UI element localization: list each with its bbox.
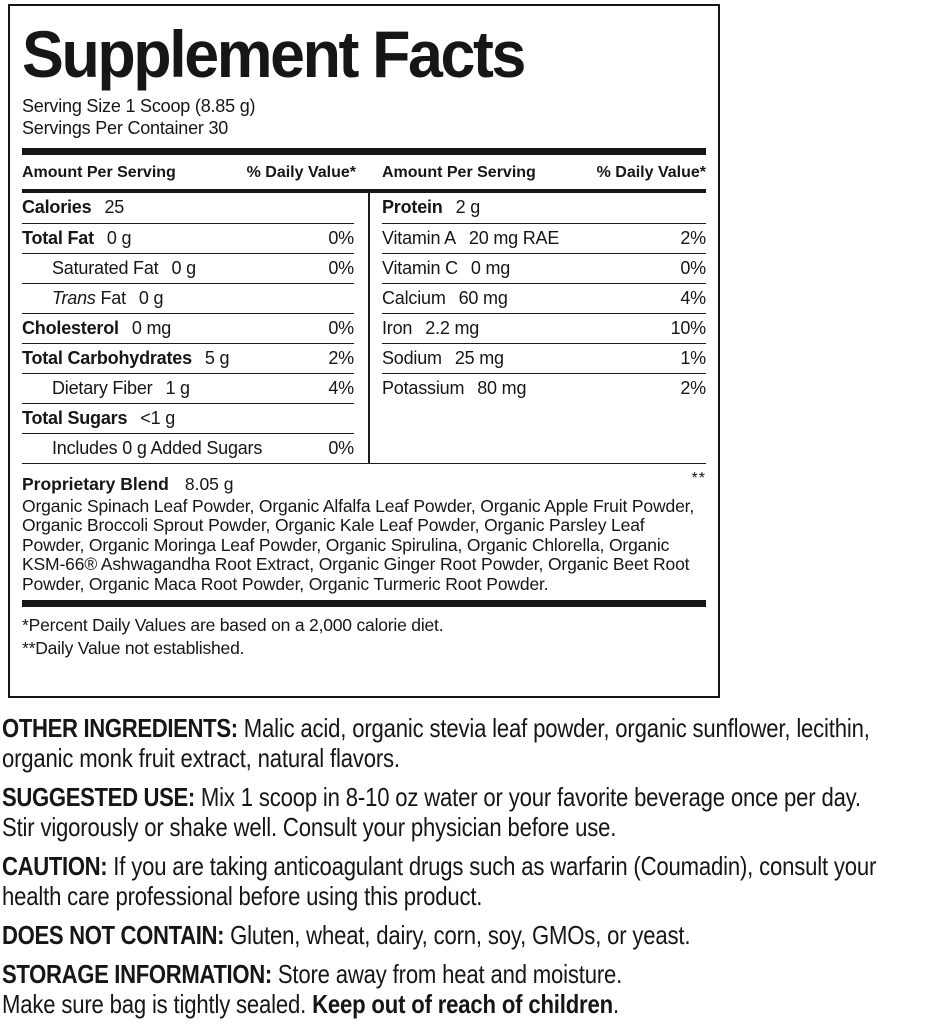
serving-size: Serving Size 1 Scoop (8.85 g) xyxy=(22,95,256,116)
daily-value: 10% xyxy=(670,317,707,338)
amount-per-serving-header: Amount Per Serving xyxy=(22,163,176,181)
daily-value: 4% xyxy=(328,377,354,398)
nutrient-row-calories: Calories 25 xyxy=(22,197,125,218)
daily-value: 2% xyxy=(328,347,354,368)
nutrient-row-trans-fat: Trans Fat 0 g xyxy=(22,282,354,313)
daily-value: 0% xyxy=(680,257,706,278)
nutrient-row-saturated-fat: Saturated Fat 0 g 0% xyxy=(22,252,354,283)
other-ingredients-paragraph: OTHER INGREDIENTS: Malic acid, organic s… xyxy=(2,713,876,773)
suggested-use-paragraph: SUGGESTED USE: Mix 1 scoop in 8-10 oz wa… xyxy=(2,782,867,842)
servings-per-container: Servings Per Container 30 xyxy=(22,117,229,138)
proprietary-blend-section: ** Proprietary Blend 8.05 g Organic Spina… xyxy=(22,464,706,595)
daily-value: 0% xyxy=(328,317,354,338)
nutrient-row-potassium: Potassium 80 mg 2% xyxy=(382,372,706,403)
daily-value-header: % Daily Value* xyxy=(596,163,706,181)
nutrient-columns: Calories 25 Total Fat 0 g 0% Saturated Fat… xyxy=(22,192,706,464)
column-header-left: Amount Per Serving % Daily Value* xyxy=(22,155,370,189)
proprietary-blend-heading: Proprietary Blend 8.05 g xyxy=(22,473,234,494)
daily-value: 4% xyxy=(680,287,706,308)
nutrient-row-cholesterol: Cholesterol 0 mg 0% xyxy=(22,312,354,343)
footnote-daily-values: *Percent Daily Values are based on a 2,0… xyxy=(22,615,444,636)
nutrient-column-left: Calories 25 Total Fat 0 g 0% Saturated Fat… xyxy=(22,192,370,463)
supplement-facts-panel: Supplement Facts Serving Size 1 Scoop (8… xyxy=(8,4,720,698)
daily-value: 0% xyxy=(328,437,354,458)
thick-divider-bar xyxy=(22,147,706,155)
nutrient-row-total-fat: Total Fat 0 g 0% xyxy=(22,222,354,253)
daily-value: 1% xyxy=(680,347,706,368)
daily-value: 2% xyxy=(680,377,706,398)
nutrient-row-added-sugars: Includes 0 g Added Sugars 0% xyxy=(22,432,354,463)
proprietary-blend-ingredients: Organic Spinach Leaf Powder, Organic Alf… xyxy=(22,495,695,594)
footnote-not-established: **Daily Value not established. xyxy=(22,637,245,658)
footnotes: *Percent Daily Values are based on a 2,0… xyxy=(22,607,706,659)
daily-value-not-established-marker: ** xyxy=(691,469,706,487)
amount-per-serving-header: Amount Per Serving xyxy=(382,163,536,181)
column-headers: Amount Per Serving % Daily Value* Amount… xyxy=(22,155,706,189)
storage-information-paragraph: STORAGE INFORMATION: Store away from hea… xyxy=(2,959,623,1019)
caution-paragraph: CAUTION: If you are taking anticoagulant… xyxy=(2,851,883,911)
nutrient-column-right: Protein 2 g Vitamin A 20 mg RAE 2% Vitamin… xyxy=(370,193,706,463)
nutrient-row-total-carbohydrates: Total Carbohydrates 5 g 2% xyxy=(22,342,354,373)
supplement-facts-title: Supplement Facts xyxy=(22,17,526,91)
nutrient-row-iron: Iron 2.2 mg 10% xyxy=(382,312,707,343)
thin-divider-bar xyxy=(22,188,706,193)
nutrient-row-dietary-fiber: Dietary Fiber 1 g 4% xyxy=(22,372,354,403)
nutrient-row-sodium: Sodium 25 mg 1% xyxy=(382,342,706,373)
thick-divider-bar xyxy=(22,600,706,608)
nutrient-row-total-sugars: Total Sugars <1 g xyxy=(22,402,354,433)
nutrient-row-vitamin-a: Vitamin A 20 mg RAE 2% xyxy=(382,222,706,253)
column-header-right: Amount Per Serving % Daily Value* xyxy=(370,155,706,189)
nutrient-row-protein: Protein 2 g xyxy=(382,197,481,218)
daily-value: 0% xyxy=(328,257,354,278)
daily-value: 0% xyxy=(328,227,354,248)
additional-information: OTHER INGREDIENTS: Malic acid, organic s… xyxy=(2,713,886,1028)
nutrient-row-calcium: Calcium 60 mg 4% xyxy=(382,282,706,313)
does-not-contain-paragraph: DOES NOT CONTAIN: Gluten, wheat, dairy, … xyxy=(2,920,691,950)
daily-value: 2% xyxy=(680,227,706,248)
daily-value-header: % Daily Value* xyxy=(246,163,356,181)
